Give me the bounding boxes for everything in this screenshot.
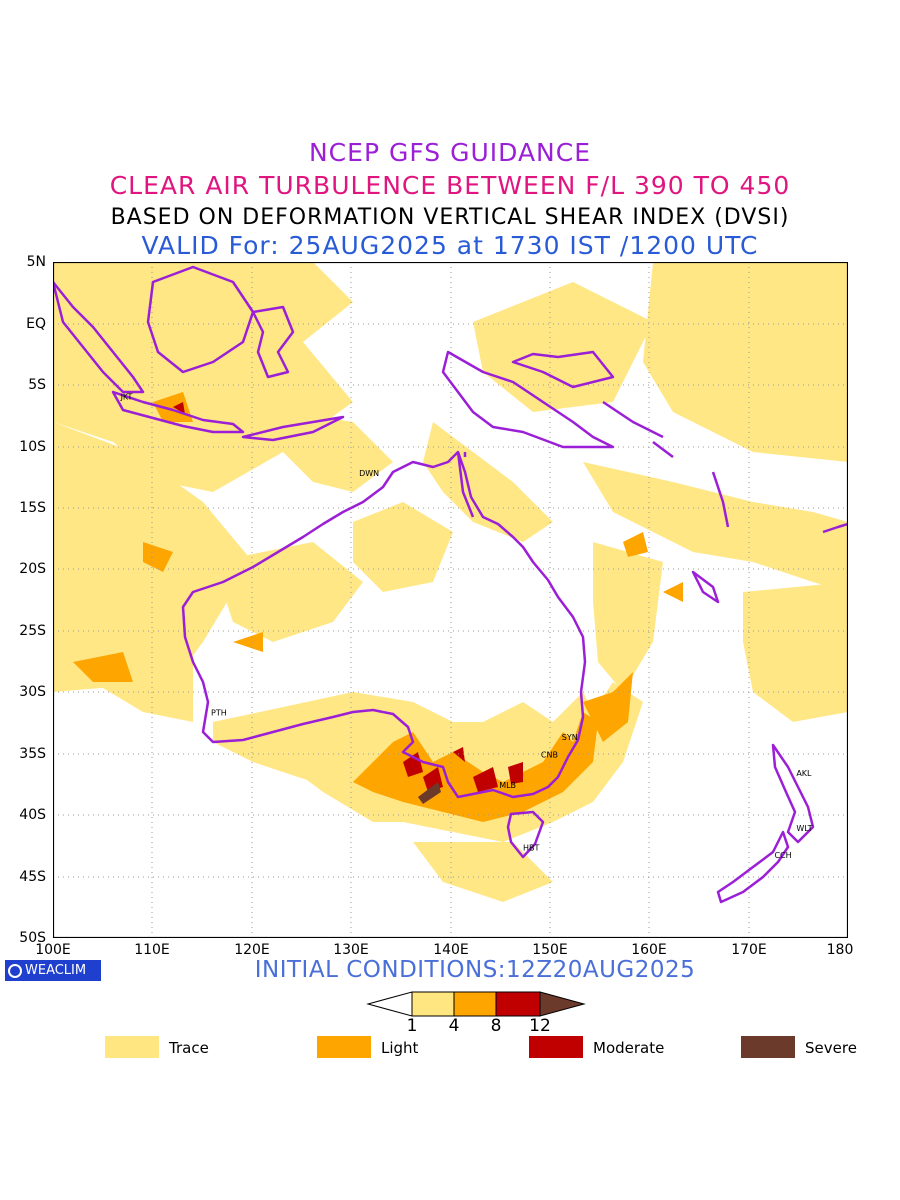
lat-label: 40S <box>19 807 46 823</box>
city-label-wlt: WLT <box>796 824 812 833</box>
colorbar-tick: 4 <box>448 1016 460 1036</box>
legend-swatch-moderate <box>529 1036 583 1058</box>
lon-label: 110E <box>134 942 170 958</box>
city-label-pth: PTH <box>211 709 227 718</box>
australia-north-tip <box>456 451 475 518</box>
colorbar-trace <box>411 991 455 1017</box>
lat-label: 10S <box>19 439 46 455</box>
colorbar-tick: 1 <box>406 1016 418 1036</box>
java-coastline <box>111 390 245 434</box>
map-subtitle: CLEAR AIR TURBULENCE BETWEEN F/L 390 TO … <box>109 171 791 200</box>
lat-label: 15S <box>19 500 46 516</box>
colorbar-moderate <box>495 991 541 1017</box>
valid-time: VALID For: 25AUG2025 at 1730 IST /1200 U… <box>141 231 759 260</box>
city-label-akl: AKL <box>796 769 812 778</box>
vanuatu-coastline <box>711 471 730 528</box>
turbulence-map: JKT DWN PTH SYN CNB MLB HBT AKL WLT CCH <box>53 262 848 938</box>
colorbar-light <box>453 991 497 1017</box>
lat-label: 35S <box>19 746 46 762</box>
lon-label: 150E <box>532 942 568 958</box>
city-label-dwn: DWN <box>359 469 379 478</box>
colorbar-below-arrow <box>366 991 413 1017</box>
australia-coastline <box>181 450 587 799</box>
lon-label: 180 <box>826 942 854 958</box>
severe-turbulence-area <box>418 782 441 804</box>
legend-label-light: Light <box>381 1039 419 1057</box>
new-guinea-coastline <box>441 350 615 449</box>
city-label-syn: SYN <box>562 733 578 742</box>
solomons-coastline <box>602 400 674 458</box>
legend-label-trace: Trace <box>169 1039 209 1057</box>
lat-label: 5N <box>26 254 46 270</box>
logo-text: WEACLIM <box>25 963 87 978</box>
lon-label: 170E <box>731 942 767 958</box>
colorbar-severe-arrow <box>539 991 586 1017</box>
city-label-jkt: JKT <box>120 393 133 402</box>
new-caledonia-coastline <box>691 570 720 604</box>
map-title: NCEP GFS GUIDANCE <box>308 138 591 167</box>
lat-label: 25S <box>19 623 46 639</box>
sulawesi-coastline <box>251 305 295 379</box>
logo-circle-icon <box>8 963 22 978</box>
legend-swatch-trace <box>105 1036 159 1058</box>
city-label-cch: CCH <box>774 851 791 860</box>
borneo-coastline <box>146 265 255 374</box>
sumatra-coastline <box>53 280 145 394</box>
initial-conditions: INITIAL CONDITIONS:12Z20AUG2025 <box>254 957 696 983</box>
legend-swatch-severe <box>741 1036 795 1058</box>
city-label-mlb: MLB <box>499 781 516 790</box>
lat-label: 50S <box>19 930 46 946</box>
lat-label: 20S <box>19 561 46 577</box>
weaclim-logo: WEACLIM <box>5 960 101 981</box>
legend-label-severe: Severe <box>805 1039 857 1057</box>
fiji-coastline <box>822 522 848 534</box>
index-description: BASED ON DEFORMATION VERTICAL SHEAR INDE… <box>110 205 790 230</box>
nz-north-island <box>771 743 815 844</box>
lon-label: 130E <box>333 942 369 958</box>
colorbar <box>366 991 586 1017</box>
timor-coastline <box>241 415 345 442</box>
coastlines <box>53 265 848 904</box>
colorbar-tick: 8 <box>490 1016 502 1036</box>
lat-label: EQ <box>26 316 46 332</box>
lat-label: 30S <box>19 684 46 700</box>
legend-label-moderate: Moderate <box>593 1039 665 1057</box>
nz-south-island <box>716 830 790 904</box>
lat-label: 45S <box>19 869 46 885</box>
legend-swatch-light <box>317 1036 371 1058</box>
lon-label: 120E <box>234 942 270 958</box>
city-label-cnb: CNB <box>541 750 558 759</box>
lat-label: 5S <box>28 377 46 393</box>
lon-label: 140E <box>433 942 469 958</box>
new-guinea-north <box>511 350 615 389</box>
city-label-hbt: HBT <box>523 844 540 853</box>
lon-label: 100E <box>35 942 71 958</box>
tasmania-coastline <box>506 810 545 859</box>
colorbar-tick: 12 <box>529 1016 551 1036</box>
lon-label: 160E <box>631 942 667 958</box>
